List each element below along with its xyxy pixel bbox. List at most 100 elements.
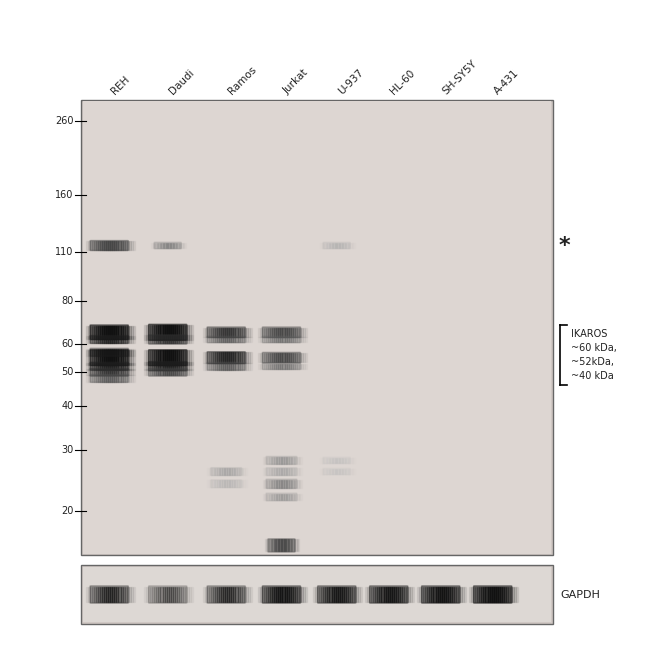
Bar (94, 369, 96, 376)
Bar (166, 243, 167, 248)
Bar (430, 587, 432, 602)
Bar (287, 457, 289, 464)
Bar (332, 469, 333, 474)
Text: 260: 260 (55, 116, 73, 126)
Bar (223, 352, 225, 363)
Bar (506, 587, 508, 602)
Bar (412, 587, 415, 602)
Bar (106, 350, 108, 365)
Bar (491, 587, 494, 602)
Bar (86, 587, 88, 602)
Bar (269, 457, 271, 464)
Bar (319, 587, 321, 602)
Bar (235, 480, 237, 487)
Bar (239, 480, 240, 487)
Bar (400, 587, 402, 602)
Bar (262, 336, 264, 342)
Bar (92, 241, 94, 250)
Bar (215, 587, 217, 602)
Bar (102, 336, 104, 342)
Bar (486, 587, 488, 602)
Bar (104, 363, 106, 370)
Bar (169, 335, 171, 343)
Bar (246, 352, 248, 363)
Bar (446, 587, 448, 602)
Bar (111, 241, 112, 250)
FancyBboxPatch shape (207, 327, 246, 338)
Bar (118, 336, 120, 342)
Bar (297, 364, 299, 369)
Bar (350, 458, 352, 463)
Bar (157, 325, 159, 340)
Bar (272, 328, 274, 337)
Bar (439, 587, 442, 602)
Bar (235, 352, 237, 363)
Bar (342, 243, 343, 248)
Bar (127, 349, 129, 356)
Bar (264, 457, 266, 464)
Bar (274, 479, 276, 487)
Bar (348, 587, 350, 602)
Bar (276, 328, 278, 337)
Bar (211, 468, 212, 475)
Bar (274, 364, 276, 369)
Bar (86, 369, 88, 376)
Bar (244, 587, 246, 602)
FancyBboxPatch shape (148, 334, 187, 344)
Bar (108, 350, 111, 365)
Bar (246, 336, 248, 342)
Bar (207, 363, 209, 370)
Bar (287, 493, 289, 500)
Bar (133, 349, 135, 356)
Bar (297, 328, 299, 337)
Bar (300, 468, 302, 475)
Bar (111, 336, 112, 342)
Bar (123, 336, 125, 342)
FancyBboxPatch shape (207, 352, 246, 364)
FancyBboxPatch shape (262, 586, 300, 603)
Bar (282, 493, 284, 500)
Bar (161, 362, 162, 370)
Bar (330, 243, 332, 248)
Bar (373, 587, 375, 602)
Bar (231, 352, 233, 363)
Bar (340, 587, 342, 602)
Bar (100, 587, 102, 602)
Bar (207, 328, 209, 337)
Bar (179, 362, 181, 370)
Bar (326, 469, 328, 474)
Bar (183, 335, 185, 343)
Bar (102, 369, 104, 376)
Bar (291, 479, 292, 487)
Bar (164, 362, 166, 370)
Bar (209, 587, 211, 602)
Bar (333, 469, 335, 474)
Bar (133, 241, 135, 250)
Bar (94, 350, 96, 365)
Bar (484, 587, 486, 602)
Bar (233, 328, 235, 337)
Bar (129, 350, 131, 365)
Bar (231, 328, 233, 337)
Bar (231, 363, 233, 370)
Bar (421, 587, 423, 602)
Bar (260, 328, 262, 337)
Bar (179, 350, 181, 365)
Bar (155, 243, 157, 248)
Bar (133, 350, 135, 365)
Bar (235, 336, 237, 342)
Bar (106, 326, 108, 339)
Bar (500, 587, 502, 602)
Bar (341, 458, 342, 463)
Bar (166, 335, 169, 343)
Bar (179, 243, 180, 248)
Bar (402, 587, 404, 602)
Bar (274, 468, 276, 475)
Bar (297, 479, 299, 487)
Bar (227, 363, 229, 370)
Bar (271, 457, 272, 464)
Bar (120, 375, 123, 382)
Bar (96, 350, 98, 365)
Bar (118, 350, 120, 365)
Bar (86, 350, 88, 365)
